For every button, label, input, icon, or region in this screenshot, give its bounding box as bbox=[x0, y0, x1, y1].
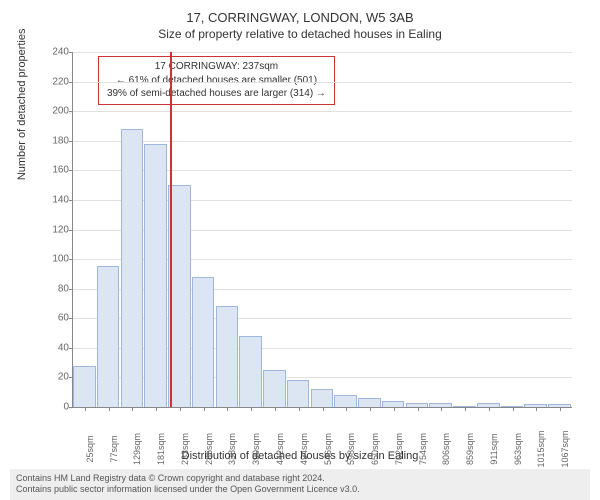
histogram-bar bbox=[358, 398, 381, 407]
xtick-mark bbox=[394, 407, 395, 411]
xtick-mark bbox=[156, 407, 157, 411]
xtick-mark bbox=[132, 407, 133, 411]
ytick-label: 120 bbox=[41, 224, 69, 235]
xtick-mark bbox=[275, 407, 276, 411]
histogram-bar bbox=[97, 266, 120, 407]
xtick-mark bbox=[180, 407, 181, 411]
histogram-bar bbox=[334, 395, 357, 407]
ytick-label: 0 bbox=[41, 402, 69, 413]
xtick-mark bbox=[109, 407, 110, 411]
xtick-mark bbox=[85, 407, 86, 411]
histogram-bar bbox=[311, 389, 334, 407]
ytick-label: 200 bbox=[41, 106, 69, 117]
histogram-bar bbox=[216, 306, 239, 407]
xtick-mark bbox=[299, 407, 300, 411]
xtick-mark bbox=[418, 407, 419, 411]
xtick-mark bbox=[346, 407, 347, 411]
histogram-bar bbox=[263, 370, 286, 407]
gridline bbox=[73, 141, 572, 142]
ytick-mark bbox=[69, 82, 73, 83]
histogram-bar bbox=[144, 144, 167, 407]
ytick-label: 100 bbox=[41, 254, 69, 265]
ytick-label: 220 bbox=[41, 76, 69, 87]
gridline bbox=[73, 111, 572, 112]
histogram-bar bbox=[239, 336, 262, 407]
xtick-mark bbox=[489, 407, 490, 411]
annotation-line-1: 17 CORRINGWAY: 237sqm bbox=[107, 60, 326, 74]
ytick-mark bbox=[69, 141, 73, 142]
x-axis-label: Distribution of detached houses by size … bbox=[10, 450, 590, 462]
annotation-box: 17 CORRINGWAY: 237sqm ← 61% of detached … bbox=[98, 56, 335, 105]
ytick-mark bbox=[69, 52, 73, 53]
xtick-mark bbox=[251, 407, 252, 411]
xtick-mark bbox=[465, 407, 466, 411]
ytick-mark bbox=[69, 170, 73, 171]
reference-line bbox=[170, 52, 172, 407]
xtick-mark bbox=[204, 407, 205, 411]
ytick-mark bbox=[69, 318, 73, 319]
annotation-line-3: 39% of semi-detached houses are larger (… bbox=[107, 87, 326, 101]
ytick-label: 240 bbox=[41, 47, 69, 58]
annotation-line-2: ← 61% of detached houses are smaller (50… bbox=[107, 74, 326, 88]
histogram-bar bbox=[121, 129, 144, 407]
chart-title-sub: Size of property relative to detached ho… bbox=[10, 27, 590, 41]
y-axis-label: Number of detached properties bbox=[16, 29, 28, 181]
ytick-label: 180 bbox=[41, 135, 69, 146]
xtick-mark bbox=[323, 407, 324, 411]
xtick-mark bbox=[513, 407, 514, 411]
ytick-mark bbox=[69, 289, 73, 290]
plot-area: 17 CORRINGWAY: 237sqm ← 61% of detached … bbox=[72, 52, 572, 408]
ytick-label: 140 bbox=[41, 194, 69, 205]
ytick-label: 160 bbox=[41, 165, 69, 176]
ytick-mark bbox=[69, 230, 73, 231]
ytick-mark bbox=[69, 111, 73, 112]
ytick-label: 60 bbox=[41, 313, 69, 324]
ytick-mark bbox=[69, 259, 73, 260]
attribution-line-1: Contains HM Land Registry data © Crown c… bbox=[16, 473, 584, 485]
ytick-label: 20 bbox=[41, 372, 69, 383]
ytick-mark bbox=[69, 407, 73, 408]
chart-container: 17, CORRINGWAY, LONDON, W5 3AB Size of p… bbox=[10, 10, 590, 490]
ytick-mark bbox=[69, 348, 73, 349]
attribution-box: Contains HM Land Registry data © Crown c… bbox=[10, 469, 590, 500]
xtick-mark bbox=[370, 407, 371, 411]
xtick-mark bbox=[560, 407, 561, 411]
histogram-bar bbox=[192, 277, 215, 407]
histogram-bar bbox=[73, 366, 96, 407]
gridline bbox=[73, 52, 572, 53]
attribution-line-2: Contains public sector information licen… bbox=[16, 484, 584, 496]
xtick-mark bbox=[536, 407, 537, 411]
gridline bbox=[73, 82, 572, 83]
xtick-mark bbox=[441, 407, 442, 411]
ytick-label: 40 bbox=[41, 342, 69, 353]
chart-title-main: 17, CORRINGWAY, LONDON, W5 3AB bbox=[10, 10, 590, 25]
ytick-label: 80 bbox=[41, 283, 69, 294]
histogram-bar bbox=[287, 380, 310, 407]
ytick-mark bbox=[69, 200, 73, 201]
xtick-mark bbox=[227, 407, 228, 411]
